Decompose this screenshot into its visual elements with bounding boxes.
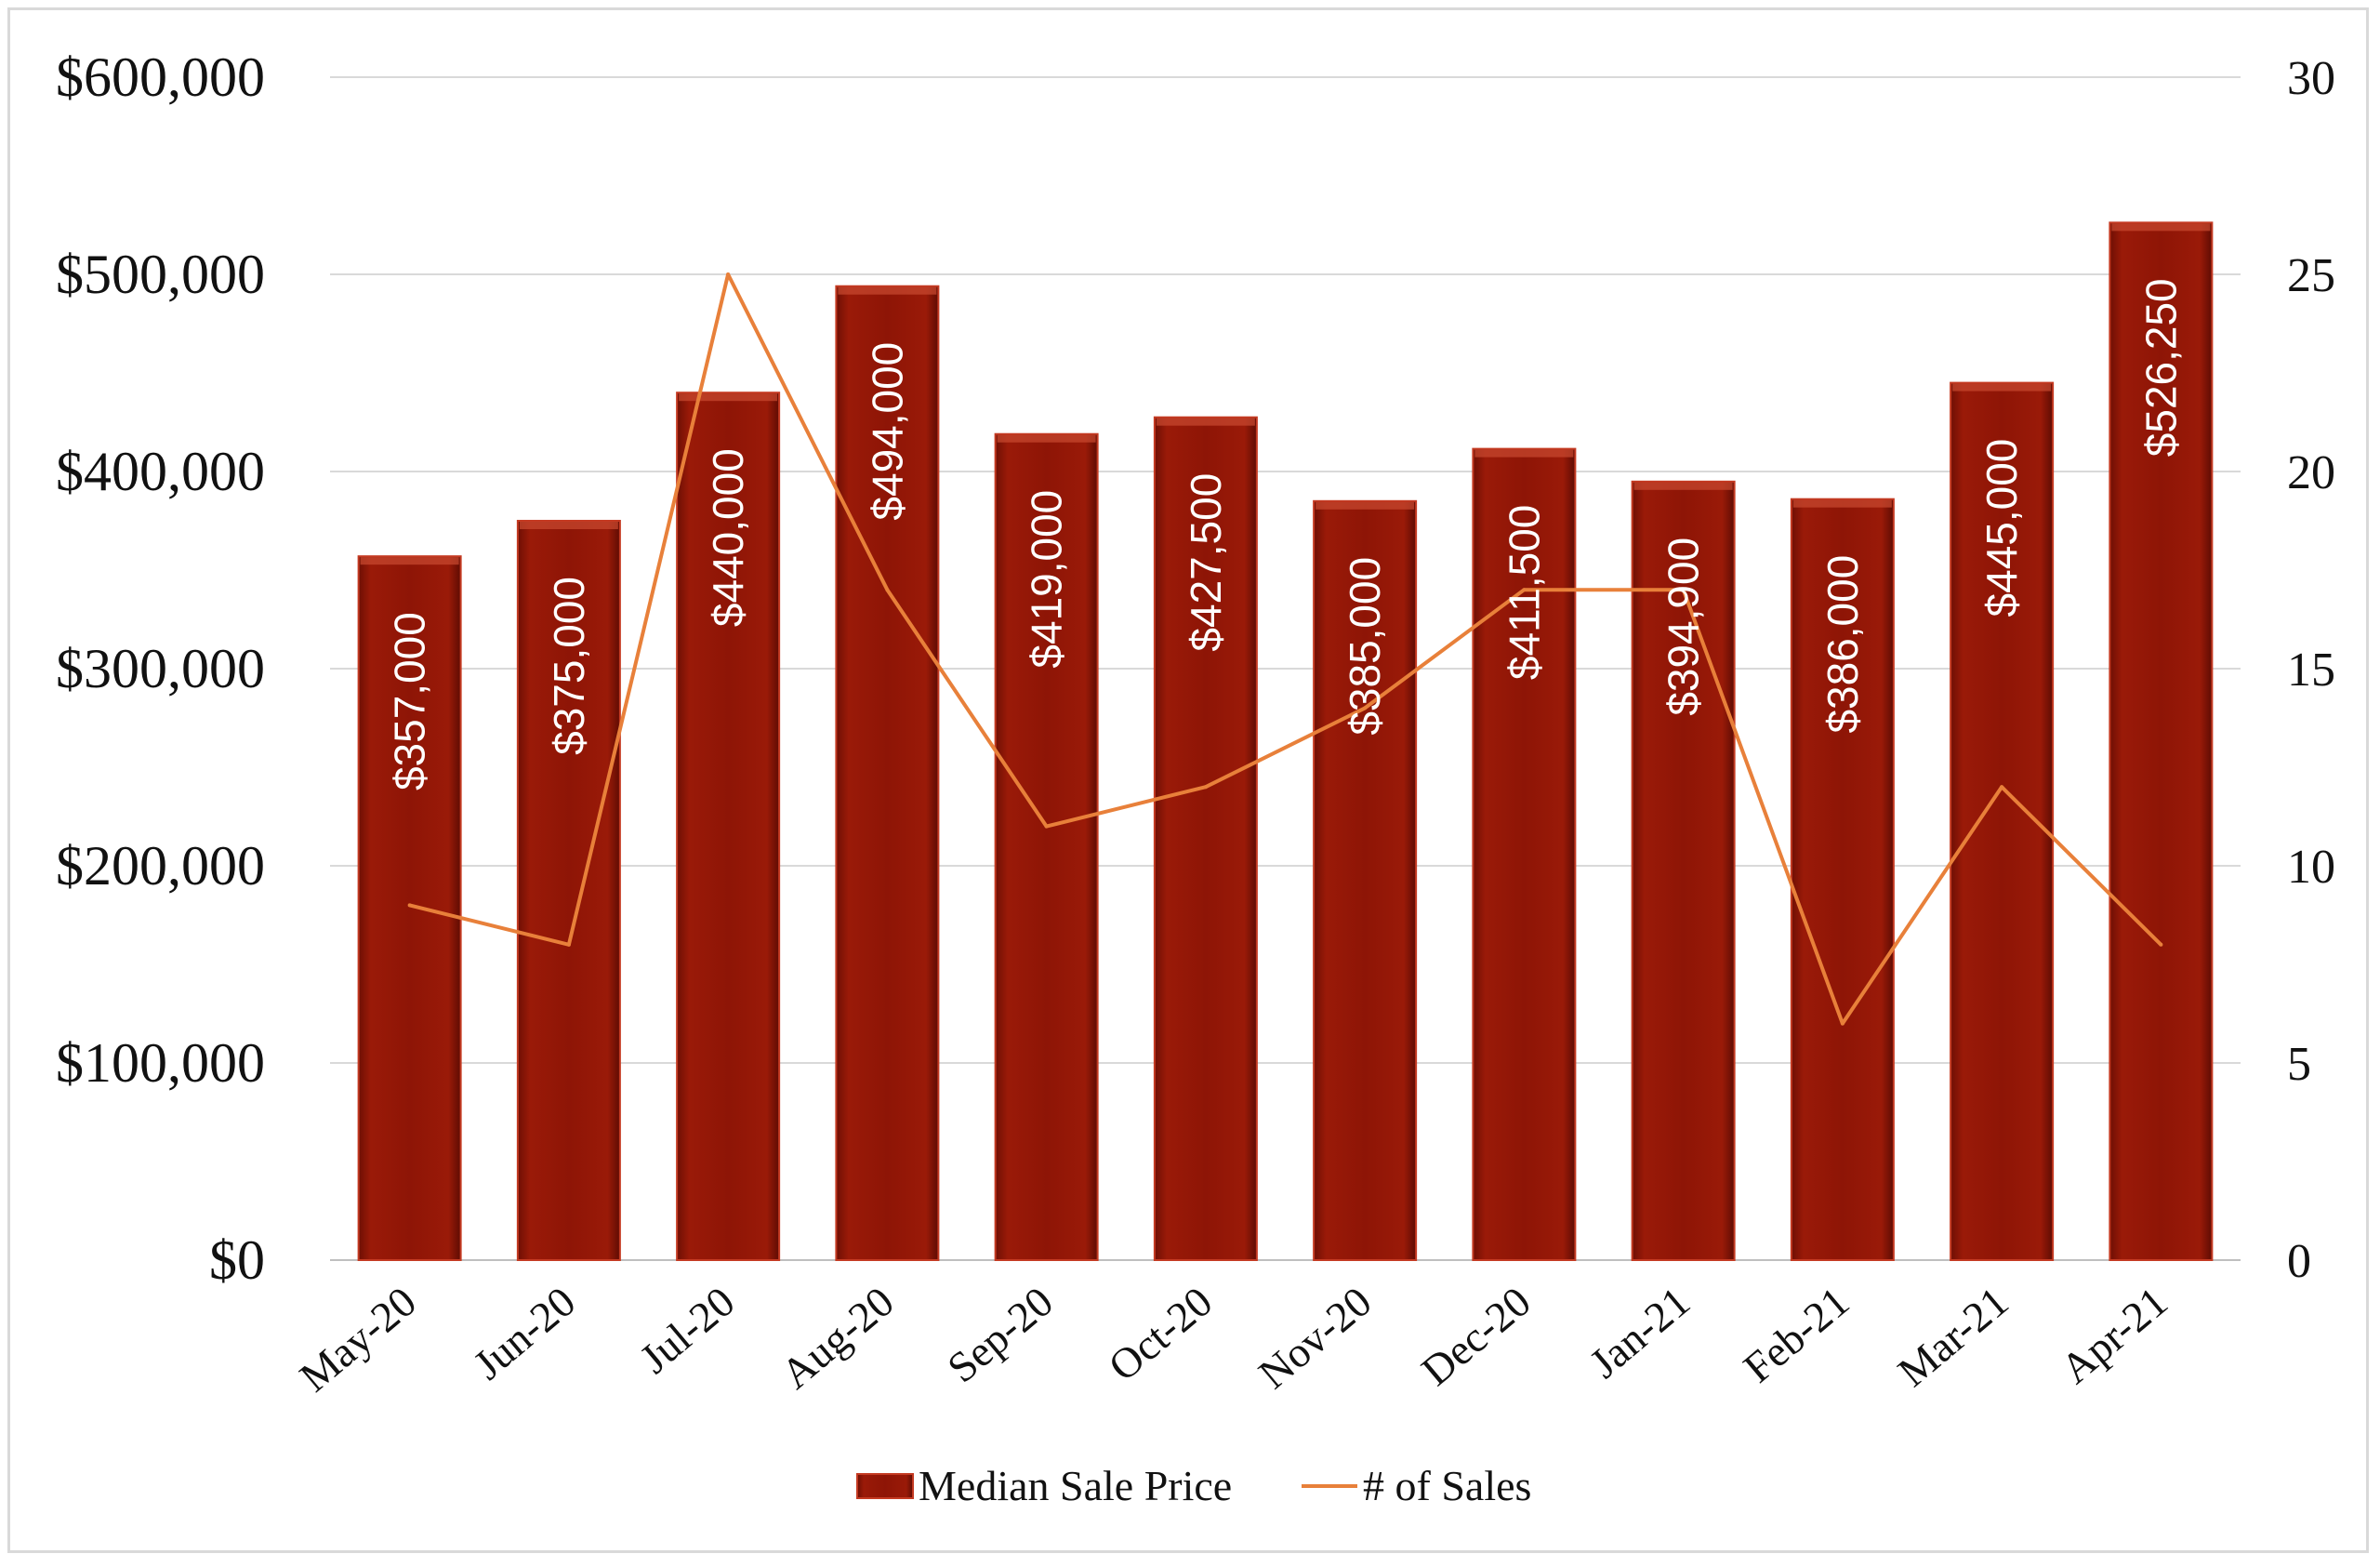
bar: [357, 555, 462, 1261]
x-tick-label: Nov-20: [1250, 1278, 1380, 1398]
right-tick-label: 15: [2287, 644, 2335, 697]
x-tick-label: Oct-20: [1100, 1278, 1222, 1390]
x-tick-label: Mar-21: [1889, 1278, 2017, 1396]
sales-point: [1203, 785, 1208, 790]
bar-data-label: $357,000: [386, 612, 434, 790]
bar-data-label: $394,900: [1659, 538, 1708, 716]
bar: [1472, 447, 1577, 1261]
left-tick-label: $200,000: [56, 835, 265, 896]
x-axis-ticks: May-20 Jun-20 Jul-20 Aug-20 Sep-20 Oct-20 Nov-…: [291, 1278, 2176, 1401]
right-tick-label: 10: [2287, 841, 2335, 894]
bar-top-bevel: [838, 286, 937, 295]
bar-data-label: $386,000: [1818, 555, 1867, 734]
sales-point: [1681, 588, 1686, 592]
bar: [2109, 221, 2214, 1262]
right-tick-label: 20: [2287, 446, 2335, 499]
sales-line: [409, 272, 2162, 1026]
legend-bar-swatch: [856, 1473, 914, 1499]
right-axis-ticks: 0 5 10 15 20 25 30: [2287, 52, 2335, 1288]
bar-top-bevel: [679, 393, 778, 402]
bar-top-bevel: [1633, 482, 1733, 490]
left-tick-label: $100,000: [56, 1032, 265, 1094]
x-tick-label: Apr-21: [2052, 1278, 2176, 1393]
right-tick-label: 5: [2287, 1038, 2311, 1091]
legend-line-label: # of Sales: [1363, 1462, 1531, 1509]
bar-data-label: $375,000: [545, 577, 593, 755]
bar-top-bevel: [2111, 223, 2211, 232]
right-tick-label: 25: [2287, 249, 2335, 302]
legend: Median Sale Price # of Sales: [856, 1462, 1531, 1509]
sales-point: [726, 272, 731, 276]
bar-series: [357, 221, 2214, 1262]
bar-top-bevel: [997, 434, 1096, 443]
x-tick-label: Sep-20: [938, 1278, 1062, 1392]
right-tick-label: 30: [2287, 52, 2335, 105]
sales-point: [407, 903, 412, 908]
sales-point: [1044, 824, 1049, 829]
bar-top-bevel: [360, 557, 459, 565]
x-tick-label: Jun-20: [465, 1278, 585, 1389]
x-tick-label: Feb-21: [1735, 1278, 1858, 1392]
sales-point: [1840, 1021, 1844, 1026]
x-tick-label: May-20: [291, 1278, 425, 1401]
sales-point: [2159, 942, 2163, 947]
sales-point: [566, 942, 571, 947]
legend-bar-label: Median Sale Price: [919, 1462, 1232, 1509]
bar: [1153, 416, 1258, 1261]
bar: [516, 520, 621, 1261]
bar-data-label: $419,000: [1023, 490, 1071, 669]
bar-data-label: $385,000: [1341, 557, 1389, 736]
bar: [994, 432, 1099, 1262]
x-tick-label: Jan-21: [1580, 1278, 1699, 1388]
bar: [835, 285, 940, 1262]
left-tick-label: $0: [209, 1229, 265, 1291]
bar-top-bevel: [1474, 449, 1574, 458]
right-tick-label: 0: [2287, 1235, 2311, 1288]
left-tick-label: $300,000: [56, 638, 265, 699]
bar-top-bevel: [1156, 418, 1255, 426]
left-tick-label: $500,000: [56, 244, 265, 305]
bar-top-bevel: [1952, 383, 2052, 392]
bar-data-label: $494,000: [863, 342, 911, 521]
x-tick-label: Jul-20: [631, 1278, 744, 1383]
x-tick-label: Aug-20: [772, 1278, 902, 1398]
x-tick-label: Dec-20: [1412, 1278, 1539, 1395]
line-series: [407, 272, 2163, 1026]
bar-data-label: $526,250: [2136, 278, 2185, 457]
sales-point: [1522, 588, 1527, 592]
sales-point: [2000, 785, 2004, 790]
bar: [1631, 480, 1736, 1261]
bar: [676, 392, 781, 1261]
sales-point: [885, 588, 890, 592]
bar-top-bevel: [519, 522, 618, 529]
bar: [1790, 498, 1895, 1261]
left-tick-label: $400,000: [56, 441, 265, 502]
bar-top-bevel: [1316, 501, 1415, 510]
bar-data-label: $440,000: [704, 448, 752, 627]
bar-data-label: $427,500: [1182, 473, 1230, 652]
bar-top-bevel: [1792, 499, 1892, 508]
left-tick-label: $600,000: [56, 46, 265, 108]
sales-point: [1363, 706, 1368, 710]
bar-data-label: $445,000: [1977, 439, 2026, 618]
left-axis-ticks: $0 $100,000 $200,000 $300,000 $400,000 $500,0…: [56, 46, 265, 1291]
data-labels: $357,000 $375,000 $440,000 $494,000 $419,000…: [386, 278, 2186, 790]
bar: [1313, 499, 1418, 1261]
gridlines: [330, 76, 2241, 1261]
bar-data-label: $411,500: [1500, 505, 1548, 680]
